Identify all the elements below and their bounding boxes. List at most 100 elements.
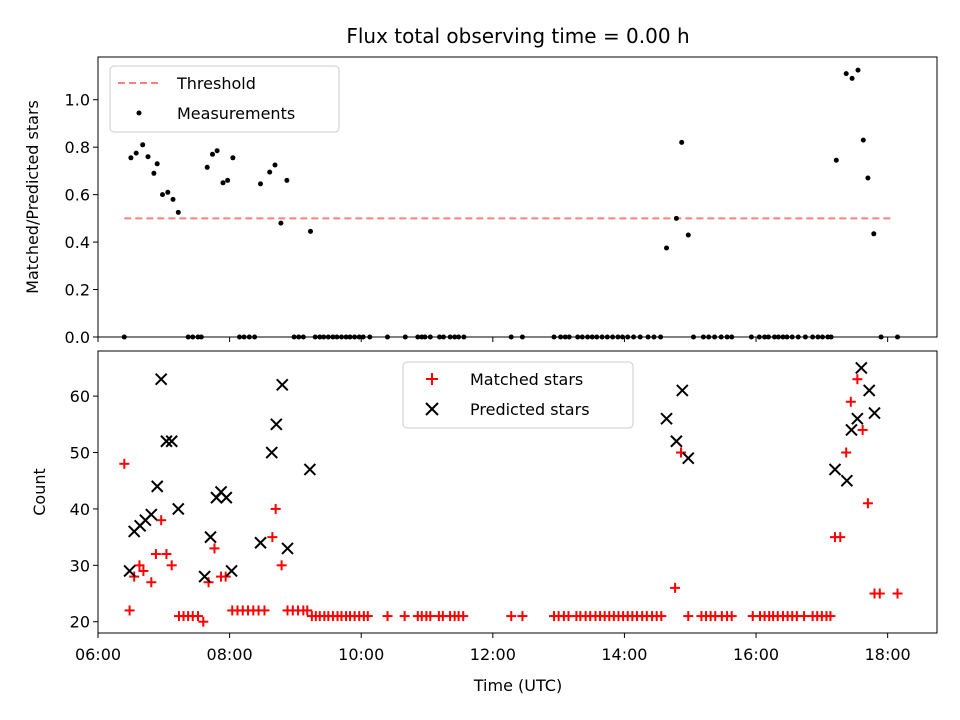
matched-star-point xyxy=(198,616,209,627)
bottom-y-tick-label: 50 xyxy=(70,444,90,463)
matched-star-point xyxy=(676,447,687,458)
top-y-ticks: 0.0 0.2 0.4 0.6 0.8 1.0 xyxy=(65,91,98,347)
predicted-star-point xyxy=(276,378,289,392)
measurement-point xyxy=(585,334,591,340)
bottom-axes-frame xyxy=(97,350,938,634)
measurement-point xyxy=(452,334,458,340)
top-x-ticks xyxy=(97,337,889,342)
measurement-point xyxy=(833,157,839,163)
matched-star-point xyxy=(259,605,270,616)
measurement-point xyxy=(562,334,568,340)
measurement-point xyxy=(461,334,467,340)
measurement-point xyxy=(252,334,258,340)
measurement-point xyxy=(258,181,263,187)
measurement-point xyxy=(712,334,718,340)
measurement-point xyxy=(204,164,210,170)
measurement-point xyxy=(651,334,657,340)
measurement-point xyxy=(312,334,318,340)
top-y-tick-label: 0.0 xyxy=(65,328,90,347)
matched-star-point xyxy=(267,532,278,543)
measurement-point xyxy=(214,148,220,154)
measurement-point xyxy=(575,334,581,340)
matched-legend-swatch xyxy=(426,373,438,385)
predicted-star-point xyxy=(845,423,858,437)
measurement-point xyxy=(154,161,160,167)
predicted-star-point xyxy=(303,463,317,476)
measurement-point xyxy=(241,334,247,340)
matched-star-point xyxy=(862,498,873,509)
predicted-star-point xyxy=(254,536,267,549)
predicted-star-point xyxy=(154,372,168,386)
measurement-point xyxy=(278,220,284,226)
predicted-star-point xyxy=(204,530,217,544)
measurement-point xyxy=(718,334,724,340)
measurement-point xyxy=(352,334,358,340)
matched-star-point xyxy=(845,396,856,407)
measurement-point xyxy=(849,75,855,81)
measurement-point xyxy=(599,334,605,340)
matched-star-point xyxy=(852,374,863,385)
matched-star-point xyxy=(124,605,135,616)
measurement-point xyxy=(360,334,366,340)
measurement-point xyxy=(878,334,884,340)
measurement-point xyxy=(748,334,754,340)
measurement-point xyxy=(121,334,127,340)
measurement-point xyxy=(637,334,643,340)
matched-legend-label: Matched stars xyxy=(470,370,583,389)
x-tick-label: 08:00 xyxy=(207,645,253,664)
measurement-point xyxy=(300,334,306,340)
measurement-point xyxy=(441,334,446,340)
predicted-star-point xyxy=(682,451,695,465)
matched-star-point xyxy=(683,611,694,622)
predicted-star-point xyxy=(160,435,173,448)
matched-star-point xyxy=(399,611,410,622)
measurement-point xyxy=(775,334,781,340)
measurements-legend-swatch xyxy=(136,110,142,116)
chart-title: Flux total observing time = 0.00 h xyxy=(346,24,689,48)
matched-star-point xyxy=(874,588,885,599)
measurement-point xyxy=(784,334,790,340)
measurement-point xyxy=(679,139,685,145)
top-y-tick-label: 0.8 xyxy=(65,138,90,157)
measurement-point xyxy=(685,232,691,238)
matched-star-point xyxy=(209,543,220,554)
predicted-star-point xyxy=(265,446,278,459)
measurement-point xyxy=(810,334,816,340)
measurement-point xyxy=(220,180,226,186)
measurement-point xyxy=(334,334,340,340)
matched-star-point xyxy=(458,611,469,622)
x-tick-label: 14:00 xyxy=(601,645,647,664)
measurement-point xyxy=(664,245,669,251)
measurement-point xyxy=(820,334,825,340)
measurement-point xyxy=(780,334,786,340)
measurement-point xyxy=(700,334,706,340)
matched-star-point xyxy=(857,424,868,435)
measurement-point xyxy=(133,150,139,156)
matched-star-point xyxy=(119,458,130,469)
measurement-point xyxy=(594,334,600,340)
measurement-point xyxy=(865,175,871,181)
measurement-point xyxy=(246,334,252,340)
measurement-point xyxy=(802,334,808,340)
predicted-star-point xyxy=(868,406,881,420)
matched-star-point xyxy=(517,611,528,622)
measurement-point xyxy=(160,192,165,198)
measurement-point xyxy=(766,334,771,340)
predicted-star-point xyxy=(165,435,178,448)
measurement-point xyxy=(815,334,821,340)
matched-star-point xyxy=(726,611,737,622)
predicted-star-point xyxy=(670,435,683,448)
measurement-point xyxy=(631,334,637,340)
matched-star-point xyxy=(150,549,161,560)
measurement-point xyxy=(895,334,900,340)
measurement-point xyxy=(604,334,610,340)
bottom-legend-box xyxy=(402,361,634,429)
matched-star-point xyxy=(799,611,810,622)
bottom-y-axis-label: Count xyxy=(30,468,49,516)
predicted-star-point xyxy=(676,384,689,397)
measurement-point xyxy=(272,162,278,168)
matched-star-point xyxy=(506,611,517,622)
measurement-point xyxy=(772,334,777,340)
measurement-point xyxy=(610,334,616,340)
measurement-point xyxy=(658,334,664,340)
